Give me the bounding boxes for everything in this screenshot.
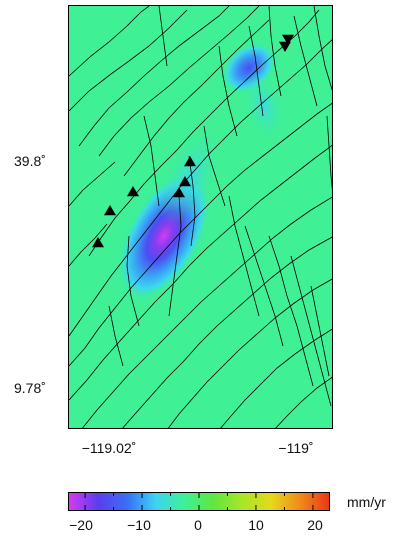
fault-line xyxy=(69,161,116,207)
velocity-map xyxy=(69,6,332,428)
colorbar-label-minus10: −10 xyxy=(127,517,151,533)
fault-line xyxy=(244,225,284,347)
fault-line xyxy=(188,155,196,247)
fault-line xyxy=(310,285,330,377)
fault-line xyxy=(123,19,270,177)
colorbar-label-0: 0 xyxy=(194,517,202,533)
colorbar xyxy=(68,492,330,511)
fault-line xyxy=(293,15,318,107)
fault-line xyxy=(69,6,150,77)
fault-line xyxy=(69,39,332,337)
lon-label-119: −119˚ xyxy=(278,440,314,456)
station-triangle-up xyxy=(127,186,139,197)
colorbar-label-minus20: −20 xyxy=(69,517,93,533)
fault-lines xyxy=(69,6,332,428)
lat-label-9-78: 9.78˚ xyxy=(14,380,46,396)
station-triangle-up xyxy=(104,205,116,216)
station-triangle-up xyxy=(92,237,104,248)
fault-line xyxy=(290,255,332,407)
fault-line xyxy=(69,144,332,401)
fault-line xyxy=(203,125,226,207)
fault-line xyxy=(78,6,230,147)
station-markers xyxy=(92,34,294,248)
fault-line xyxy=(69,223,108,267)
fault-line xyxy=(122,236,332,428)
fault-line xyxy=(143,115,160,207)
fault-line xyxy=(158,6,168,67)
station-triangle-down xyxy=(279,41,291,52)
fault-line xyxy=(98,6,260,157)
colorbar-label-20: 20 xyxy=(307,517,323,533)
fault-line xyxy=(268,235,314,387)
lon-label-119-02: −119.02˚ xyxy=(81,440,137,456)
fault-line xyxy=(168,195,182,317)
fault-line xyxy=(220,328,332,428)
fault-line xyxy=(248,25,264,117)
map-panel xyxy=(68,5,333,429)
fault-line xyxy=(69,9,188,112)
colorbar-unit: mm/yr xyxy=(347,494,386,510)
station-triangle-up xyxy=(184,156,196,167)
fault-line xyxy=(108,305,124,367)
velocity-anomaly xyxy=(107,42,286,314)
station-triangle-down xyxy=(282,34,294,45)
colorbar-label-10: 10 xyxy=(248,517,264,533)
fault-line xyxy=(82,196,332,428)
fault-line xyxy=(268,6,282,97)
fault-line xyxy=(126,235,140,327)
fault-line xyxy=(218,45,238,137)
fault-line xyxy=(275,376,332,428)
station-triangle-up xyxy=(173,187,185,198)
fault-line xyxy=(326,115,332,191)
fault-line xyxy=(168,278,332,428)
station-triangle-up xyxy=(179,176,191,187)
fault-line xyxy=(313,6,332,91)
fault-line xyxy=(228,195,260,317)
lat-label-39-8: 39.8˚ xyxy=(14,153,46,169)
